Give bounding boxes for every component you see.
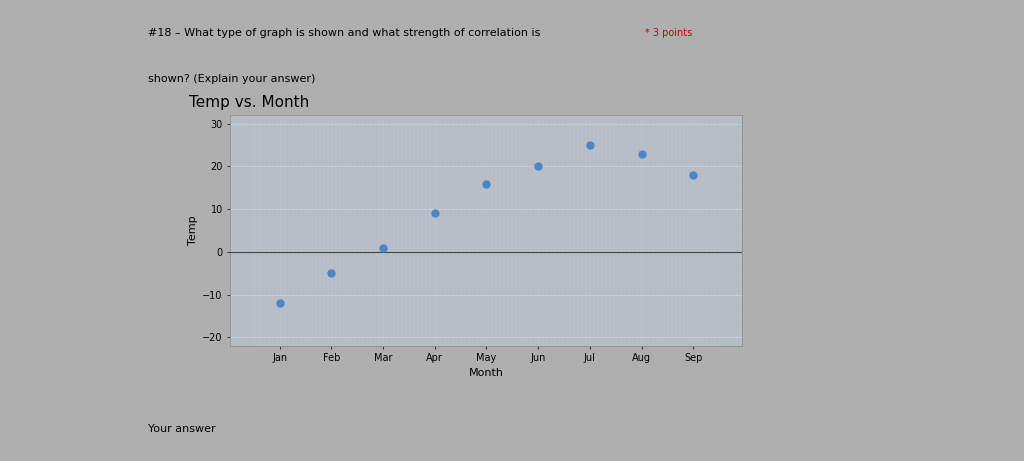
Text: #18 – What type of graph is shown and what strength of correlation is: #18 – What type of graph is shown and wh… xyxy=(148,28,541,38)
Point xyxy=(271,299,288,307)
Point xyxy=(323,270,339,277)
Text: shown? (Explain your answer): shown? (Explain your answer) xyxy=(148,74,315,84)
Text: * 3 points: * 3 points xyxy=(645,28,692,38)
Text: Your answer: Your answer xyxy=(148,424,216,434)
Point xyxy=(478,180,495,187)
Point xyxy=(375,244,391,251)
Point xyxy=(426,210,442,217)
Text: Temp vs. Month: Temp vs. Month xyxy=(189,95,309,110)
Point xyxy=(685,171,701,179)
Y-axis label: Temp: Temp xyxy=(188,216,198,245)
Point xyxy=(582,142,598,149)
X-axis label: Month: Month xyxy=(469,367,504,378)
Point xyxy=(530,163,547,170)
Point xyxy=(634,150,650,157)
